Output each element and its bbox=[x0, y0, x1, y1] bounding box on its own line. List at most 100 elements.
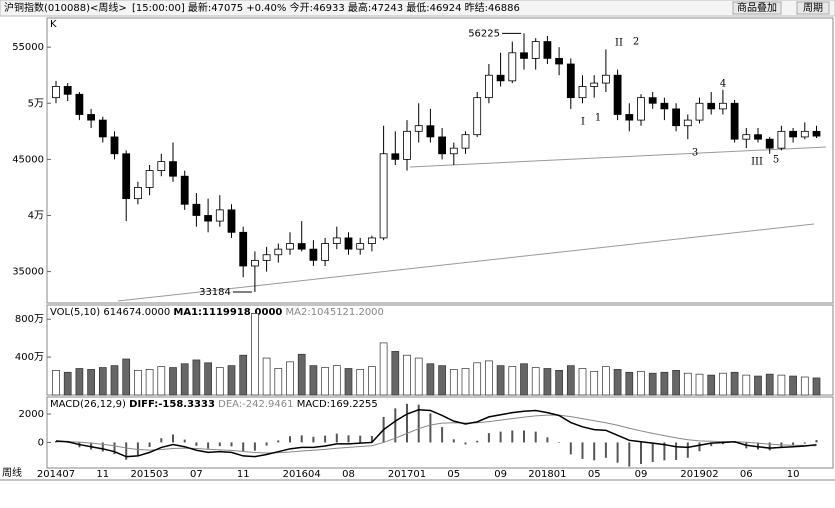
candle-body bbox=[297, 243, 306, 250]
volume-bar bbox=[695, 373, 704, 396]
period-button-label[interactable]: 周期 bbox=[803, 2, 823, 14]
x-tick-label: 05 bbox=[588, 469, 601, 480]
legend-item: MA1:1119918.0000 bbox=[173, 307, 282, 318]
volume-bar bbox=[473, 362, 482, 396]
volume-bar bbox=[660, 371, 669, 396]
volume-bar bbox=[672, 370, 680, 396]
wave-annotation: 5 bbox=[773, 155, 779, 166]
candle-body bbox=[531, 41, 540, 59]
volume-bar bbox=[169, 367, 177, 396]
overlay-button[interactable] bbox=[732, 1, 782, 15]
candle-body bbox=[543, 41, 552, 59]
candle-body bbox=[356, 243, 365, 250]
candle-body bbox=[169, 161, 177, 177]
y-tick-label: 5万 bbox=[28, 98, 44, 109]
candle-body bbox=[52, 86, 60, 99]
candle-body bbox=[578, 86, 587, 99]
candle-body bbox=[660, 102, 669, 110]
candle-body bbox=[461, 134, 470, 149]
legend-item: MA2:1045121.2000 bbox=[286, 307, 384, 318]
legend-item: DEA:-242.9461 bbox=[218, 399, 293, 410]
volume-bar bbox=[286, 361, 294, 396]
y-tick-label: 35000 bbox=[12, 267, 44, 278]
low-label: 33184 bbox=[199, 287, 231, 298]
trend-line bbox=[409, 146, 827, 168]
y-tick-label: 800万 bbox=[15, 314, 44, 325]
volume-bar bbox=[262, 357, 271, 396]
candle-body bbox=[602, 74, 610, 84]
x-tick-label: 11 bbox=[237, 469, 250, 480]
candle-body bbox=[566, 63, 575, 99]
volume-bar bbox=[531, 367, 540, 396]
candle-body bbox=[613, 74, 622, 115]
volume-bar bbox=[637, 370, 645, 396]
volume-bar bbox=[438, 365, 446, 396]
candle-body bbox=[719, 102, 727, 110]
candle-body bbox=[707, 102, 716, 110]
x-tick-label: 201604 bbox=[283, 469, 321, 480]
candle-body bbox=[426, 125, 435, 138]
price-panel bbox=[46, 17, 834, 304]
candle-body bbox=[274, 248, 283, 256]
volume-bar bbox=[461, 368, 470, 396]
candle-body bbox=[157, 161, 166, 171]
quote-line: [15:00:00] 最新:47075 +0.40% 今开:46933 最高:4… bbox=[132, 1, 520, 14]
overlay-button-label[interactable]: 商品叠加 bbox=[737, 1, 777, 14]
volume-bar bbox=[812, 377, 821, 396]
candle-body bbox=[180, 175, 189, 205]
volume-bar bbox=[309, 365, 318, 396]
volume-bar bbox=[508, 366, 517, 396]
candle-body bbox=[367, 237, 376, 244]
candle-body bbox=[309, 248, 318, 261]
high-label: 56225 bbox=[468, 28, 500, 39]
wave-annotation: III bbox=[751, 157, 763, 168]
candle-body bbox=[625, 114, 634, 121]
y-tick-label: 4万 bbox=[28, 210, 44, 221]
wave-annotation: I bbox=[581, 117, 585, 128]
volume-bar bbox=[332, 365, 341, 396]
candle-body bbox=[145, 170, 154, 188]
candle-body bbox=[262, 254, 271, 261]
volume-bar bbox=[110, 365, 119, 396]
volume-bar bbox=[63, 371, 72, 396]
candle-body bbox=[520, 52, 528, 59]
diff-line bbox=[55, 409, 817, 458]
y-tick-label: 55000 bbox=[12, 42, 44, 53]
x-tick-label: 09 bbox=[494, 469, 507, 480]
period-button[interactable] bbox=[796, 1, 830, 15]
candle-body bbox=[87, 114, 95, 121]
volume-bar bbox=[449, 369, 458, 396]
volume-bar bbox=[543, 368, 552, 396]
candle-body bbox=[789, 130, 797, 138]
volume-bar bbox=[52, 370, 60, 396]
y-tick-label: 0 bbox=[38, 437, 44, 448]
wave-annotation: 4 bbox=[720, 79, 726, 90]
volume-bar bbox=[215, 367, 224, 396]
macd-panel bbox=[46, 396, 834, 469]
volume-bar bbox=[648, 372, 657, 396]
wave-annotation: 1 bbox=[595, 113, 601, 124]
candle-body bbox=[215, 209, 224, 222]
x-tick-label: 08 bbox=[342, 469, 355, 480]
period-label: 周线 bbox=[2, 466, 22, 479]
x-tick-label: 09 bbox=[635, 469, 648, 480]
candle-body bbox=[590, 82, 599, 87]
candle-body bbox=[286, 243, 294, 250]
volume-bar bbox=[192, 359, 201, 396]
x-tick-label: 11 bbox=[96, 469, 109, 480]
volume-legend: VOL(5,10) 614674.0000 MA1:1119918.0000 M… bbox=[50, 307, 384, 318]
volume-bar bbox=[683, 372, 692, 396]
candle-body bbox=[379, 153, 388, 239]
candle-body bbox=[438, 136, 447, 155]
volume-bar bbox=[800, 376, 809, 396]
x-tick-label: 05 bbox=[447, 469, 460, 480]
candle-body bbox=[414, 125, 423, 132]
legend-item: MACD(26,12,9) bbox=[50, 399, 126, 410]
y-tick-label: 400万 bbox=[15, 352, 44, 363]
volume-bar bbox=[777, 374, 786, 396]
candle-body bbox=[63, 86, 72, 95]
candle-body bbox=[508, 52, 517, 82]
volume-bar bbox=[75, 368, 84, 396]
legend-item: DIFF:-158.3333 bbox=[129, 399, 215, 410]
legend-item: MACD:169.2255 bbox=[297, 399, 378, 410]
